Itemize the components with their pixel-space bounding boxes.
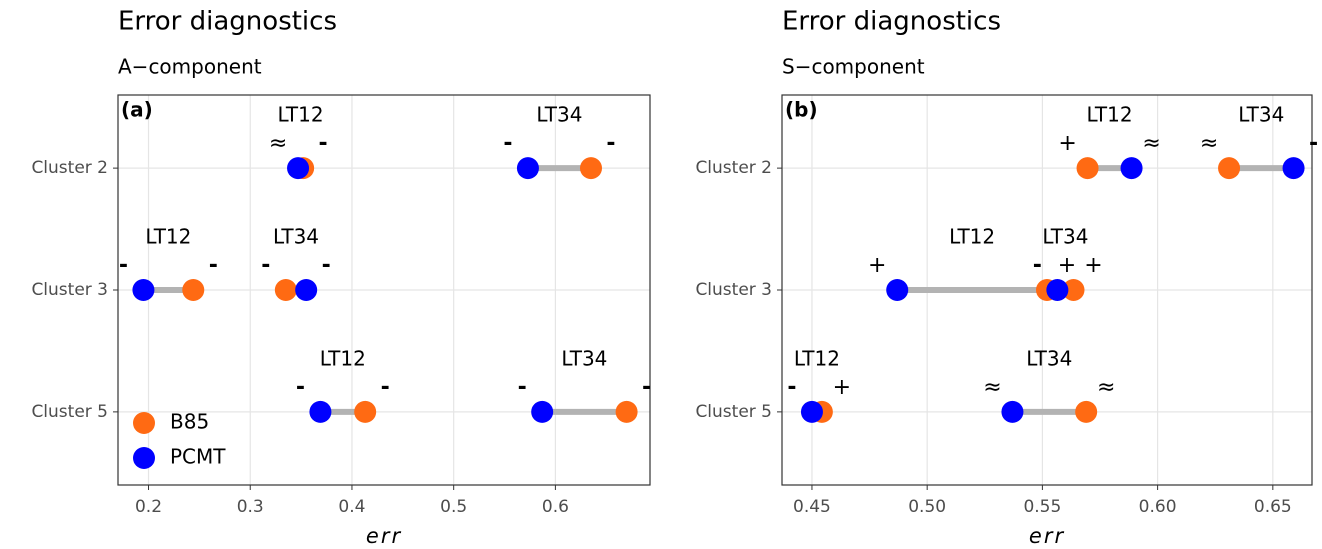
chart-title: Error diagnostics — [782, 7, 1001, 37]
point — [800, 400, 823, 423]
point — [295, 279, 318, 301]
legend-label: PCMT — [170, 445, 226, 469]
sign-label: ≈ — [1097, 375, 1115, 400]
sign-label: - — [381, 375, 390, 400]
y-tick-label: Cluster 5 — [695, 402, 772, 422]
y-tick-label: Cluster 2 — [695, 158, 772, 178]
x-tick-label: 0.55 — [1023, 497, 1061, 517]
x-tick-label: 0.50 — [908, 497, 946, 517]
group-label: LT34 — [561, 346, 607, 370]
chart-title: Error diagnostics — [118, 7, 337, 37]
panel-tag: (a) — [121, 98, 153, 122]
sign-label: ≈ — [1142, 131, 1160, 156]
y-tick-label: Cluster 2 — [31, 158, 108, 178]
x-tick-label: 0.6 — [542, 497, 569, 517]
point — [287, 157, 310, 180]
sign-label: - — [642, 375, 651, 400]
point — [1076, 157, 1099, 180]
point — [1046, 279, 1069, 301]
point — [1282, 157, 1305, 180]
point — [1218, 157, 1241, 180]
sign-label: - — [1033, 253, 1042, 278]
sign-label: - — [503, 131, 512, 156]
group-label: LT12 — [1087, 103, 1133, 127]
x-tick-label: 0.2 — [135, 497, 162, 517]
sign-label: - — [322, 253, 331, 278]
point — [182, 279, 205, 301]
point — [132, 279, 155, 301]
point — [354, 400, 377, 423]
point — [309, 400, 332, 423]
point — [1120, 157, 1143, 180]
sign-label: + — [868, 253, 886, 278]
plot-border — [117, 94, 651, 486]
group-label: LT12 — [949, 225, 995, 249]
group-label: LT34 — [273, 225, 319, 249]
sign-label: ≈ — [1200, 131, 1218, 156]
point — [1062, 279, 1085, 301]
x-tick-label: 0.60 — [1139, 497, 1177, 517]
x-tick-label: 0.3 — [237, 497, 264, 517]
point — [531, 400, 554, 423]
sign-label: - — [209, 253, 218, 278]
x-tick-label: 0.5 — [440, 497, 467, 517]
sign-label: - — [787, 375, 796, 400]
sign-label: - — [1309, 131, 1318, 156]
sign-label: - — [119, 253, 128, 278]
sign-label: - — [606, 131, 615, 156]
legend-label: B85 — [170, 410, 209, 434]
sign-label: + — [833, 375, 851, 400]
x-axis-label: err — [366, 524, 402, 548]
group-label: LT12 — [320, 346, 366, 370]
point — [1075, 400, 1098, 423]
sign-label: ≈ — [269, 131, 287, 156]
x-tick-label: 0.45 — [793, 497, 831, 517]
point — [516, 157, 539, 180]
group-label: LT34 — [1026, 346, 1072, 370]
group-label: LT12 — [145, 225, 191, 249]
group-label: LT34 — [536, 103, 582, 127]
group-label: LT12 — [278, 103, 324, 127]
legend-marker — [133, 412, 155, 434]
sign-label: ≈ — [983, 375, 1001, 400]
chart-subtitle: A−component — [118, 55, 262, 79]
point — [886, 279, 909, 301]
sign-label: - — [518, 375, 527, 400]
sign-label: - — [319, 131, 328, 156]
sign-label: + — [1058, 253, 1076, 278]
x-axis-label: err — [1029, 524, 1065, 548]
group-label: LT34 — [1042, 225, 1088, 249]
chart-subtitle: S−component — [782, 55, 925, 79]
plot-border — [781, 94, 1313, 486]
sign-label: - — [261, 253, 270, 278]
sign-label: + — [1058, 131, 1076, 156]
panel-tag: (b) — [785, 98, 818, 122]
group-label: LT34 — [1238, 103, 1284, 127]
y-tick-label: Cluster 3 — [695, 280, 772, 300]
group-label: LT12 — [794, 346, 840, 370]
point — [580, 157, 603, 180]
legend-marker — [133, 447, 155, 469]
point — [615, 400, 638, 423]
point — [1001, 400, 1024, 423]
y-tick-label: Cluster 3 — [31, 280, 108, 300]
point — [274, 279, 297, 301]
x-tick-label: 0.4 — [338, 497, 365, 517]
x-tick-label: 0.65 — [1254, 497, 1292, 517]
y-tick-label: Cluster 5 — [31, 402, 108, 422]
sign-label: + — [1084, 253, 1102, 278]
sign-label: - — [296, 375, 305, 400]
